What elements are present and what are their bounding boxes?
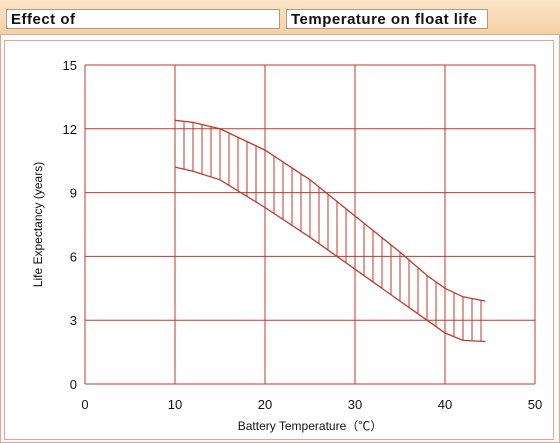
title-right: Temperature on float life bbox=[286, 9, 488, 29]
x-tick-label: 20 bbox=[258, 397, 272, 412]
title-bar: Effect of Temperature on float life bbox=[0, 0, 560, 35]
x-tick-label: 10 bbox=[168, 397, 182, 412]
y-tick-label: 6 bbox=[70, 249, 77, 264]
y-tick-label: 15 bbox=[63, 58, 77, 73]
y-tick-label: 12 bbox=[63, 122, 77, 137]
y-tick-label: 3 bbox=[70, 313, 77, 328]
x-tick-label: 50 bbox=[528, 397, 542, 412]
upper-bound-line bbox=[174, 119, 486, 302]
y-tick-label: 9 bbox=[70, 186, 77, 201]
x-tick-label: 30 bbox=[348, 397, 362, 412]
chart-panel bbox=[4, 40, 554, 440]
x-axis-label: Battery Temperature（℃） bbox=[238, 419, 383, 433]
title-left: Effect of bbox=[6, 9, 280, 29]
lower-bound-line bbox=[174, 166, 486, 343]
y-tick-label: 0 bbox=[70, 377, 77, 392]
y-axis-label: Life Expectancy (years) bbox=[31, 162, 45, 287]
x-tick-label: 0 bbox=[81, 397, 88, 412]
x-tick-label: 40 bbox=[438, 397, 452, 412]
